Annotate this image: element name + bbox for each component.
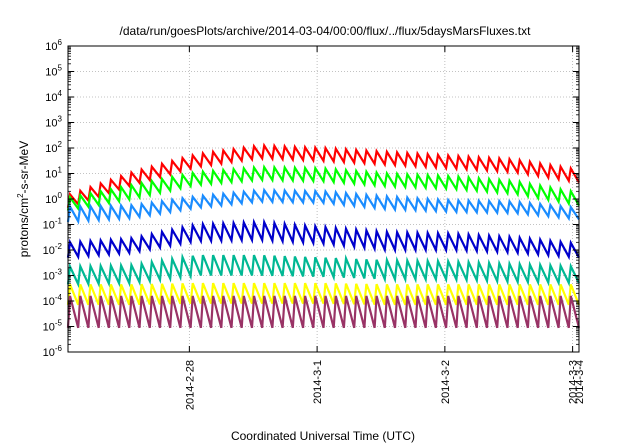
x-tick-label: 2014-3-1 — [312, 360, 324, 404]
series-line-2 — [66, 164, 580, 212]
y-tick-label: 100 — [45, 191, 62, 206]
y-tick-label: 10-3 — [43, 268, 63, 283]
y-tick-label: 105 — [45, 64, 62, 79]
series-line-6 — [66, 282, 581, 306]
y-axis-label-sup: 2 — [16, 193, 25, 198]
y-tick-label: 10-4 — [43, 293, 63, 308]
x-tick-label: 2014-3-2 — [440, 360, 452, 404]
y-tick-label: 10-2 — [43, 242, 63, 257]
y-tick-label: 103 — [45, 115, 62, 130]
x-tick-labels: 2014-2-28 2014-3-1 2014-3-2 2014-3-32014-3-… — [184, 360, 586, 410]
y-tick-label: 10-1 — [43, 217, 63, 232]
chart-title: /data/run/goesPlots/archive/2014-03-04/0… — [120, 24, 532, 38]
series-group — [66, 142, 581, 329]
series-line-4 — [66, 218, 580, 261]
y-tick-label: 101 — [45, 166, 62, 181]
series-line-5 — [66, 252, 580, 289]
x-tick-label: 2014-2-28 — [184, 360, 196, 410]
x-axis-label: Coordinated Universal Time (UTC) — [231, 429, 415, 443]
y-tick-label: 102 — [45, 140, 62, 155]
y-axis-label: protons/cm2-s-sr-MeV — [16, 141, 31, 257]
y-axis-label-suffix: -s-sr-MeV — [17, 141, 31, 194]
ticks — [68, 45, 580, 353]
series-line-1 — [66, 142, 580, 209]
y-tick-label: 10-6 — [43, 344, 63, 359]
x-tick-label: 2014-3-4 — [574, 360, 586, 404]
series-line-3 — [66, 187, 580, 225]
y-tick-label: 104 — [45, 89, 62, 104]
x-tick-label: 2014-3-3 — [568, 360, 580, 404]
y-tick-labels: 10-6 10-5 10-4 10-3 10-2 10-1 100 101 102 103 104 1… — [43, 38, 63, 359]
series-line-7 — [66, 295, 581, 329]
y-axis-label-prefix: protons/cm — [17, 198, 31, 257]
y-tick-label: 10-5 — [43, 319, 63, 334]
y-tick-label: 106 — [45, 38, 62, 53]
